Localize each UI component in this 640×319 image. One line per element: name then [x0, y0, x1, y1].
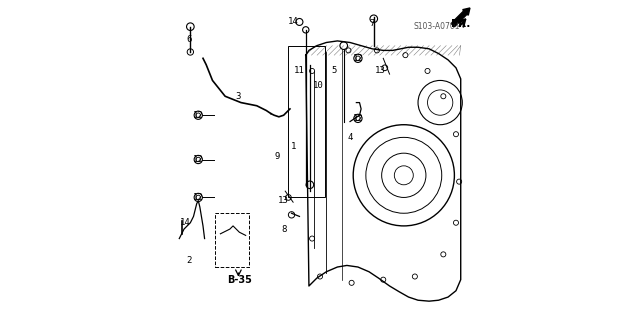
Text: 14: 14: [288, 18, 298, 26]
Text: 13: 13: [374, 66, 385, 76]
Text: 9: 9: [275, 152, 280, 161]
Text: 6: 6: [186, 35, 191, 44]
Text: 4: 4: [348, 133, 353, 142]
Text: FR.: FR.: [451, 19, 470, 28]
Text: 3: 3: [235, 92, 241, 101]
Text: 12: 12: [193, 111, 204, 120]
FancyArrow shape: [451, 8, 470, 27]
Text: 10: 10: [313, 81, 324, 90]
Text: 11: 11: [294, 66, 305, 76]
Text: 12: 12: [193, 155, 204, 164]
Text: B-35: B-35: [227, 275, 252, 285]
Text: 5: 5: [332, 66, 337, 76]
Text: 8: 8: [281, 225, 286, 234]
Text: 13: 13: [278, 196, 289, 205]
Text: 7: 7: [369, 19, 375, 28]
Bar: [289, 46, 324, 197]
Text: 14: 14: [180, 218, 191, 227]
Text: 12: 12: [353, 54, 364, 63]
Text: 12: 12: [193, 193, 204, 202]
Text: 2: 2: [186, 256, 191, 265]
Text: 1: 1: [291, 142, 296, 151]
Text: 12: 12: [353, 114, 364, 123]
Bar: [215, 213, 249, 267]
Text: S103-A0701: S103-A0701: [413, 22, 460, 31]
